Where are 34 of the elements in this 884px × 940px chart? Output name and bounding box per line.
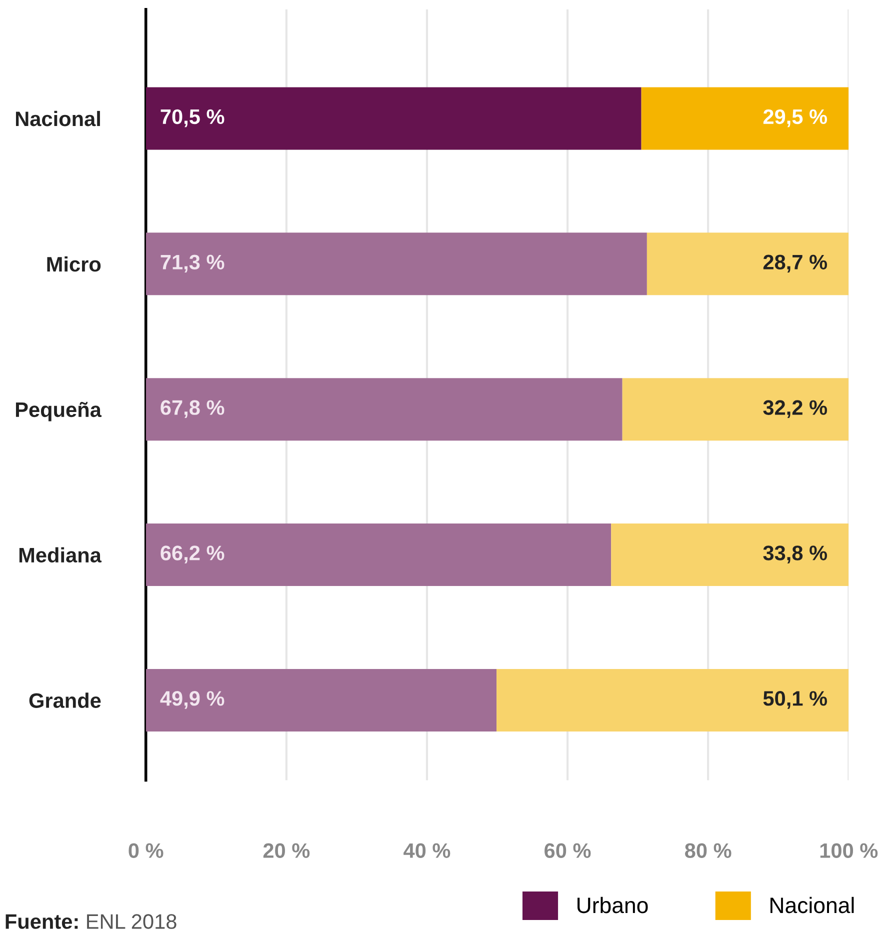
bar	[146, 378, 622, 441]
bar	[641, 87, 849, 150]
x-tick-label: 40 %	[404, 843, 450, 858]
source-note: Fuente: ENL 2018	[6, 914, 176, 929]
bar	[622, 378, 849, 441]
data-label: 28,7 %	[763, 254, 828, 273]
data-label: 29,5 %	[763, 109, 828, 128]
x-tick-label: 80 %	[685, 843, 732, 858]
bar	[611, 524, 849, 586]
y-tick-label: Grande	[29, 692, 101, 708]
y-tick-label: Micro	[47, 256, 101, 272]
data-label: 33,8 %	[763, 546, 828, 564]
y-tick-label: Pequeña	[16, 402, 102, 422]
data-label: 49,9 %	[160, 691, 224, 709]
data-label: 67,8 %	[160, 400, 224, 418]
x-tick-label: 20 %	[263, 843, 310, 858]
x-tick-label: 100 %	[820, 843, 878, 858]
x-tick-label: 60 %	[544, 843, 591, 858]
y-tick-label: Nacional	[16, 110, 100, 126]
legend-label: Nacional	[770, 896, 854, 914]
bar	[646, 232, 849, 296]
x-tick-label: 0 %	[128, 843, 164, 858]
bar	[146, 668, 497, 732]
data-label: 32,2 %	[763, 400, 828, 418]
data-label: 50,1 %	[763, 691, 828, 709]
bar	[146, 87, 642, 150]
data-label: 71,3 %	[160, 254, 224, 273]
bar	[496, 668, 849, 732]
bar	[146, 232, 647, 296]
legend-label: Urbano	[578, 896, 648, 914]
y-tick-label: Mediana	[19, 547, 102, 563]
data-label: 70,5 %	[160, 109, 224, 128]
data-label: 66,2 %	[160, 546, 224, 564]
bar	[146, 524, 612, 586]
